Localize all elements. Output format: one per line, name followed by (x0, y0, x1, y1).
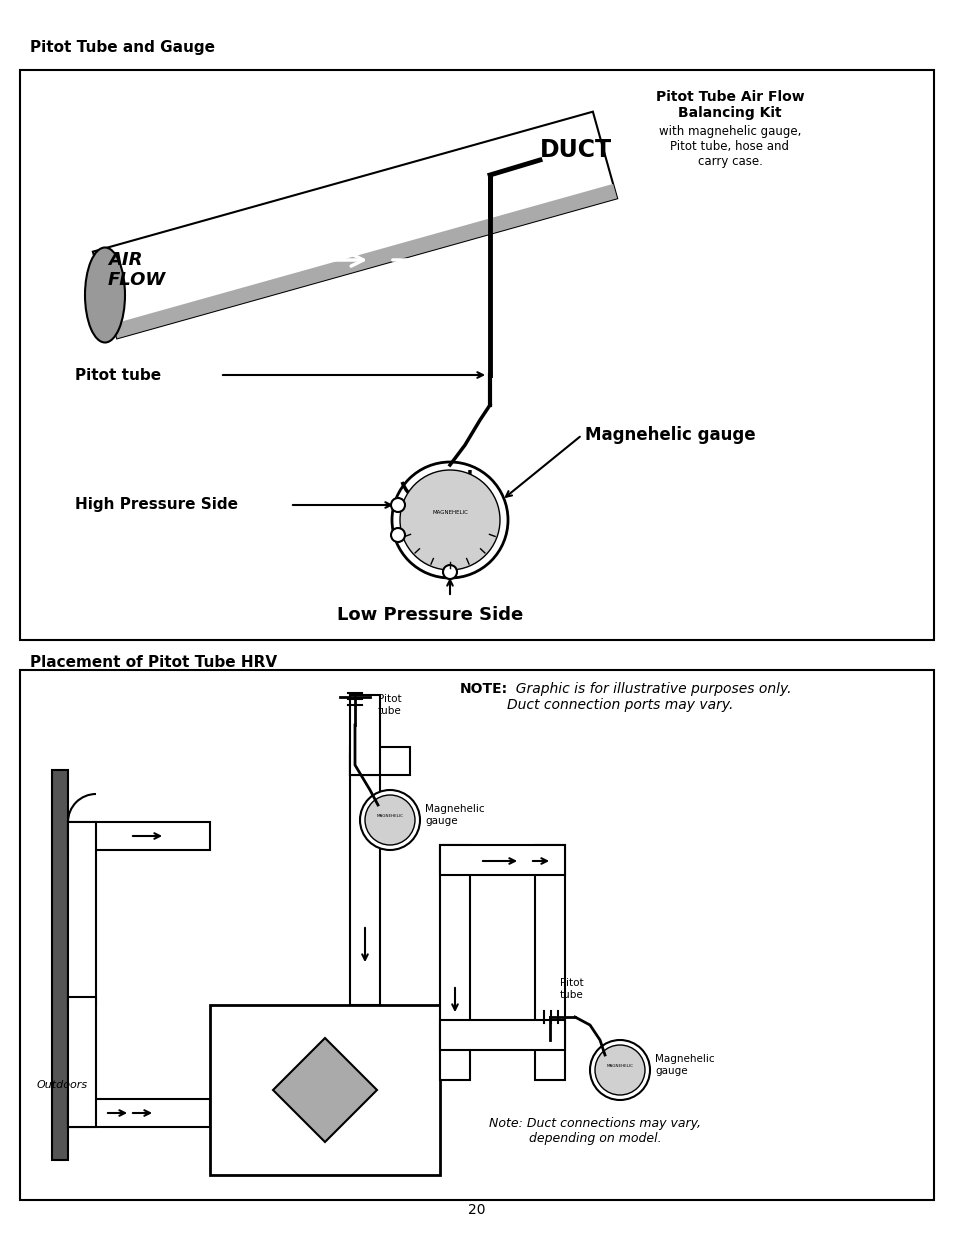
Circle shape (595, 1045, 644, 1095)
Circle shape (392, 462, 507, 578)
Circle shape (399, 471, 499, 571)
FancyBboxPatch shape (20, 671, 933, 1200)
FancyBboxPatch shape (439, 845, 470, 1079)
FancyBboxPatch shape (350, 755, 379, 1005)
Circle shape (365, 795, 415, 845)
FancyBboxPatch shape (439, 845, 564, 876)
FancyBboxPatch shape (68, 997, 96, 1128)
FancyArrowPatch shape (393, 254, 443, 266)
Text: MAGNEHELIC: MAGNEHELIC (606, 1065, 633, 1068)
Polygon shape (273, 1037, 376, 1142)
Text: DUCT: DUCT (539, 138, 612, 162)
Text: Pitot Tube Air Flow
Balancing Kit: Pitot Tube Air Flow Balancing Kit (655, 90, 803, 120)
FancyBboxPatch shape (68, 1099, 210, 1128)
Polygon shape (92, 111, 617, 338)
Text: Magnehelic gauge: Magnehelic gauge (584, 426, 755, 445)
Text: Pitot
tube: Pitot tube (377, 694, 401, 716)
Text: Placement of Pitot Tube HRV: Placement of Pitot Tube HRV (30, 655, 276, 671)
Circle shape (359, 790, 419, 850)
FancyBboxPatch shape (52, 769, 68, 1160)
FancyBboxPatch shape (210, 1005, 439, 1174)
Text: NOTE:: NOTE: (459, 682, 508, 697)
Text: Pitot Tube and Gauge: Pitot Tube and Gauge (30, 40, 214, 56)
FancyBboxPatch shape (68, 823, 210, 850)
FancyArrowPatch shape (313, 254, 363, 266)
Text: Graphic is for illustrative purposes only.
Duct connection ports may vary.: Graphic is for illustrative purposes onl… (506, 682, 791, 713)
Circle shape (442, 564, 456, 579)
Text: Note: Duct connections may vary,
depending on model.: Note: Duct connections may vary, dependi… (489, 1116, 700, 1145)
FancyBboxPatch shape (439, 1020, 564, 1050)
Circle shape (391, 498, 405, 513)
Text: Pitot
tube: Pitot tube (559, 978, 583, 1000)
Text: 20: 20 (468, 1203, 485, 1216)
Text: Magnehelic
gauge: Magnehelic gauge (655, 1055, 714, 1076)
Text: Magnehelic
gauge: Magnehelic gauge (424, 804, 484, 826)
Ellipse shape (85, 247, 125, 342)
Text: with magnehelic gauge,
Pitot tube, hose and
carry case.: with magnehelic gauge, Pitot tube, hose … (659, 125, 801, 168)
Circle shape (391, 529, 405, 542)
Text: Pitot tube: Pitot tube (75, 368, 161, 383)
FancyBboxPatch shape (68, 823, 96, 1005)
Text: High Pressure Side: High Pressure Side (75, 498, 237, 513)
Circle shape (589, 1040, 649, 1100)
Text: Outdoors: Outdoors (37, 1079, 88, 1091)
FancyBboxPatch shape (350, 695, 379, 776)
Polygon shape (113, 184, 617, 338)
Text: MAGNEHELIC: MAGNEHELIC (376, 814, 403, 818)
Text: MAGNEHELIC: MAGNEHELIC (432, 510, 468, 515)
FancyBboxPatch shape (20, 70, 933, 640)
Text: Low Pressure Side: Low Pressure Side (336, 606, 522, 624)
FancyBboxPatch shape (535, 845, 564, 1079)
FancyBboxPatch shape (350, 747, 410, 776)
Text: AIR
FLOW: AIR FLOW (108, 251, 166, 289)
